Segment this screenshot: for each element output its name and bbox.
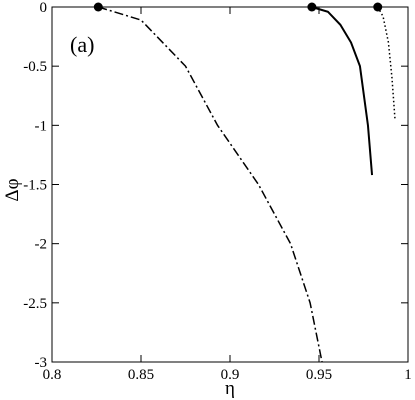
point [307, 2, 317, 12]
curve [98, 6, 323, 363]
point [93, 2, 103, 12]
curve [311, 6, 374, 176]
y-tick-label: 0 [40, 0, 48, 16]
y-tick-label: -2 [35, 237, 48, 253]
point [373, 2, 383, 12]
y-axis-label: Δφ [2, 178, 23, 201]
curve [377, 6, 396, 120]
y-tick-label: -1.5 [23, 178, 47, 194]
plot-frame [51, 6, 409, 363]
y-tick-label: -1 [35, 118, 48, 134]
x-tick-label: 0.85 [128, 367, 154, 383]
x-tick-label: 0.8 [43, 367, 62, 383]
annotation: (a) [70, 32, 94, 57]
x-tick-label: 0.9 [221, 367, 240, 383]
y-tick-label: -3 [35, 355, 48, 371]
y-tick-label: -0.5 [23, 59, 47, 75]
x-axis-label: η [225, 378, 235, 399]
x-tick-label: 0.95 [306, 367, 332, 383]
x-tick-label: 1 [404, 367, 412, 383]
y-tick-label: -2.5 [23, 296, 47, 312]
